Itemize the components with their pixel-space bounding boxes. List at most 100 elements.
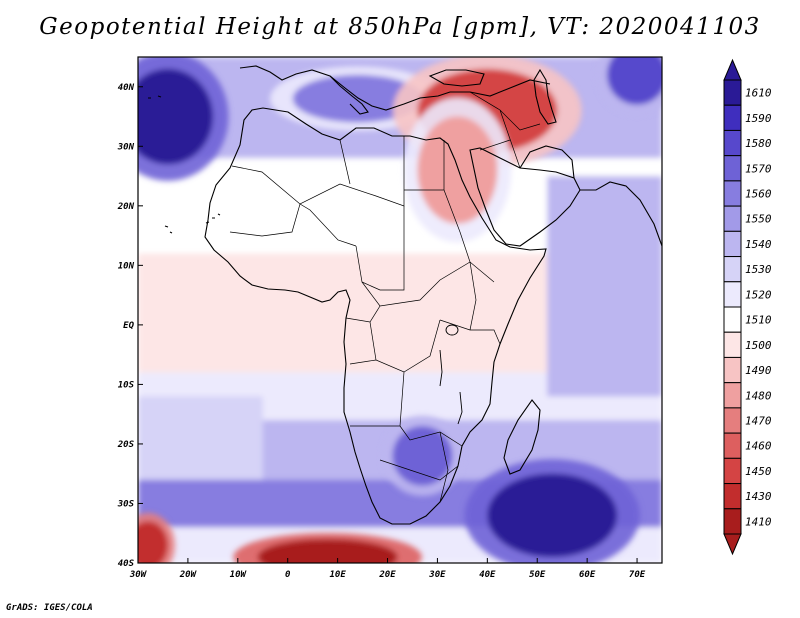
lakes (439, 324, 463, 425)
colorbar-swatch (723, 457, 742, 485)
persian-gulf-coastline (519, 145, 575, 179)
colorbar-label: 1410 (745, 515, 772, 528)
field-low-centre (257, 539, 398, 563)
canary-islands (205, 213, 221, 224)
colorbar-label: 1480 (745, 389, 772, 402)
field-low-centre (138, 521, 168, 563)
lon-tick-label: 10W (230, 570, 248, 580)
lon-tick-label: 10E (329, 570, 346, 580)
black-sea-coastline (428, 69, 485, 87)
lon-tick-label: 20E (378, 570, 396, 580)
colorbar-swatch (723, 79, 742, 106)
lat-tick-label: 40S (118, 559, 135, 569)
axes: 30W 20W 10W 0 10E 20E 30E 40E 50E 60E 70E 40N 30N 20N… (117, 83, 646, 580)
caspian-coastline (533, 68, 557, 125)
colorbar-swatch (723, 256, 742, 283)
europe-coastline (239, 65, 551, 111)
lon-tick-label: 70E (629, 570, 646, 580)
colorbar-swatch (723, 155, 742, 182)
colorbar-label: 1570 (745, 162, 772, 175)
colorbar-label: 1580 (745, 137, 772, 150)
colorbar: 1610 1590 1580 1570 1560 1550 1540 1530 1520 1510… (723, 58, 772, 556)
lon-tick-label: 30E (428, 570, 446, 580)
asia-coastline (580, 181, 662, 247)
lon-tick-label: 40E (479, 570, 496, 580)
colorbar-swatch (723, 508, 742, 535)
lat-tick-label: 10S (118, 380, 135, 390)
colorbar-label: 1490 (745, 364, 772, 377)
border-chad-sudan (355, 189, 471, 291)
colorbar-label: 1430 (745, 490, 772, 503)
field-bands (138, 57, 662, 563)
colorbar-label: 1560 (745, 188, 772, 201)
madagascar-coastline (503, 399, 541, 475)
colorbar-swatch (723, 281, 742, 308)
lat-tick-label: 20N (117, 202, 135, 212)
lon-tick-label: 60E (579, 570, 596, 580)
field-high-centre (607, 57, 662, 105)
colorbar-label: 1520 (745, 288, 772, 301)
field-low-centre (417, 116, 498, 224)
field-band (547, 176, 662, 397)
colorbar-swatch (723, 483, 742, 510)
field-high-centre (392, 426, 453, 486)
field-high-centre (487, 473, 618, 558)
field-high-centre (292, 74, 423, 123)
colorbar-label: 1550 (745, 213, 772, 226)
coastline (148, 65, 662, 525)
lat-tick-label: 20S (117, 440, 135, 450)
border-southern-africa (379, 425, 463, 481)
lake-tanganyika (439, 349, 443, 387)
field-high-centre (138, 68, 213, 165)
colorbar-swatch (723, 180, 742, 207)
lat-tick-label: 40N (118, 83, 135, 93)
lake-malawi (457, 391, 463, 425)
lat-tick-label: 10N (118, 261, 135, 271)
italy-coastline (329, 75, 369, 115)
colorbar-label: 1540 (745, 238, 772, 251)
colorbar-swatch (723, 205, 742, 232)
colorbar-label: 1470 (745, 415, 772, 428)
colorbar-swatch (723, 331, 742, 358)
lon-tick-label: 20W (179, 570, 198, 580)
colorbar-swatch (723, 104, 742, 131)
border-west-africa (229, 203, 357, 247)
lon-tick-label: 30W (129, 570, 148, 580)
colorbar-swatch (723, 432, 742, 459)
field-layer (138, 57, 662, 563)
country-borders (229, 91, 541, 503)
colorbar-label: 1590 (745, 112, 772, 125)
arabia-coastline (469, 147, 581, 247)
chart-title: Geopotential Height at 850hPa [gpm], VT:… (39, 14, 761, 40)
colorbar-label: 1530 (745, 263, 772, 276)
plot-frame (137, 56, 663, 564)
colorbar-swatch (723, 382, 742, 409)
lake-victoria (445, 324, 459, 336)
colorbar-bottom-arrow (723, 533, 742, 556)
cape-verde (164, 225, 173, 234)
border-central-africa (361, 261, 495, 307)
azores (148, 95, 162, 99)
lon-tick-label: 50E (529, 570, 546, 580)
colorbar-swatch (723, 356, 742, 384)
lon-tick-label: 0 (285, 570, 291, 580)
colorbar-label: 1500 (745, 339, 772, 352)
colorbar-label: 1450 (745, 465, 772, 478)
colorbar-top-arrow (723, 58, 742, 81)
colorbar-swatch (723, 230, 742, 258)
border-east-africa (439, 261, 501, 345)
lat-tick-label: 30N (117, 142, 135, 152)
grads-credit: GrADS: IGES/COLA (6, 603, 93, 613)
lat-tick-label: EQ (123, 321, 134, 331)
africa-coastline (204, 107, 547, 525)
border-mozambique (439, 431, 449, 503)
field-band (138, 396, 263, 480)
colorbar-swatch (723, 407, 742, 434)
colorbar-swatch (723, 306, 742, 333)
colorbar-label: 1610 (745, 87, 772, 100)
colorbar-label: 1510 (745, 314, 772, 327)
lat-tick-label: 30S (117, 499, 135, 509)
colorbar-swatch (723, 129, 742, 157)
colorbar-label: 1460 (745, 440, 772, 453)
